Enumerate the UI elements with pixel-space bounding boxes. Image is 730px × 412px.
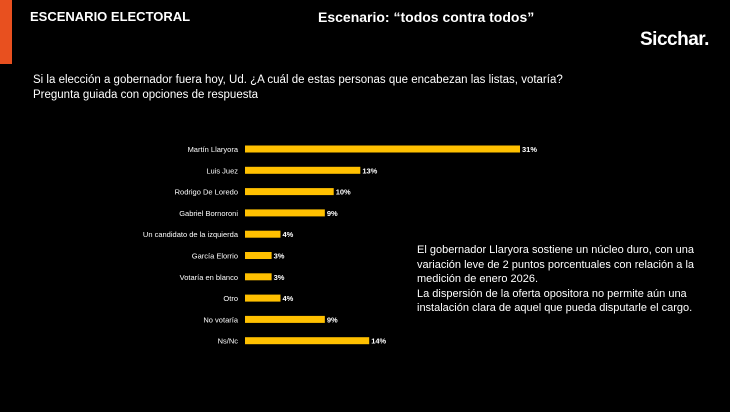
category-label: Luis Juez — [206, 166, 238, 175]
bar — [245, 337, 370, 345]
question-subtext: Pregunta guiada con opciones de respuest… — [33, 89, 259, 101]
bar — [245, 188, 334, 196]
question-block: Si la elección a gobernador fuera hoy, U… — [33, 73, 563, 103]
question-text: Si la elección a gobernador fuera hoy, U… — [33, 74, 563, 86]
category-label: García Elorrio — [192, 252, 238, 261]
category-label: Rodrigo De Loredo — [175, 188, 238, 197]
value-label: 13% — [362, 166, 377, 175]
category-label: No votaría — [203, 315, 238, 324]
value-label: 3% — [274, 252, 285, 261]
bar — [245, 315, 325, 323]
value-label: 10% — [336, 188, 351, 197]
category-label: Otro — [223, 294, 238, 303]
bar — [245, 252, 272, 259]
accent-bar — [0, 0, 12, 64]
commentary-paragraph-2: La dispersión de la oferta opositora no … — [417, 287, 693, 315]
bar-chart: Martín Llaryora 31% Luis Juez 13% Rodrigo De… — [143, 145, 537, 346]
brand-logo: Sicchar. — [640, 29, 709, 50]
value-label: 14% — [371, 337, 386, 346]
section-title: ESCENARIO ELECTORAL — [30, 9, 191, 24]
category-label: Martín Llaryora — [188, 145, 239, 154]
value-label: 4% — [282, 294, 293, 303]
category-label: Ns/Nc — [218, 337, 239, 346]
bar — [245, 273, 272, 281]
value-label: 3% — [274, 273, 285, 282]
category-label: Un candidato de la izquierda — [143, 230, 239, 239]
value-label: 31% — [522, 145, 537, 154]
bar — [245, 294, 281, 302]
category-label: Gabriel Bornoroni — [179, 209, 238, 218]
bar — [245, 230, 281, 238]
bar — [245, 209, 325, 217]
commentary: El gobernador Llaryora sostiene un núcle… — [417, 243, 717, 316]
bar — [245, 166, 361, 174]
value-label: 9% — [327, 315, 338, 324]
scenario-title: Escenario: “todos contra todos” — [318, 9, 535, 25]
category-label: Votaría en blanco — [180, 273, 238, 282]
value-label: 4% — [282, 230, 293, 239]
value-label: 9% — [327, 209, 338, 218]
bar — [245, 145, 520, 153]
commentary-paragraph-1: El gobernador Llaryora sostiene un núcle… — [417, 244, 695, 285]
